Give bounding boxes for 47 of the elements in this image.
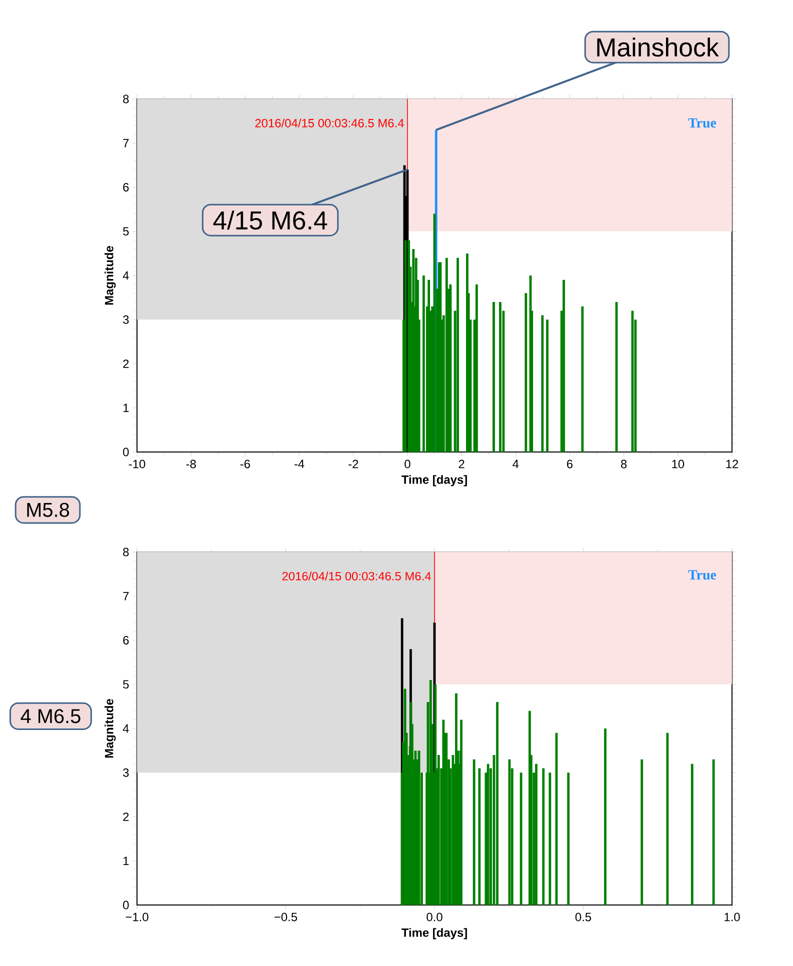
x-tick-label: 2	[458, 460, 464, 468]
x-tick-label: -8	[186, 460, 196, 468]
x-tick-label: 12	[726, 460, 738, 468]
x-tick-label: 4	[512, 460, 519, 468]
annotation: True	[688, 570, 716, 580]
annotation: 4/15 M6.4	[213, 210, 328, 230]
y-tick-label: 5	[123, 227, 129, 236]
x-tick-label: -4	[294, 460, 304, 468]
x-axis-title: Time [days]	[402, 475, 467, 486]
ref-line-label: 2016/04/15 00:03:46.5 M6.4	[282, 572, 431, 580]
y-axis-title: Magnitude	[104, 699, 116, 758]
annotation: True	[688, 118, 716, 128]
x-tick-label: -10	[128, 460, 146, 468]
y-tick-label: 8	[123, 548, 129, 556]
y-tick-label: 4	[122, 724, 129, 733]
y-tick-label: 3	[123, 768, 129, 777]
y-tick-label: 1	[123, 856, 129, 865]
x-tick-label: -2	[348, 460, 358, 468]
x-tick-label: 0.5	[575, 912, 592, 922]
y-tick-label: 1	[123, 404, 129, 412]
x-tick-label: -6	[240, 460, 250, 468]
y-tick-label: 2	[123, 812, 129, 821]
x-tick-label: 0.0	[426, 912, 442, 922]
annotation: Mainshock	[597, 38, 719, 57]
y-tick-label: 5	[123, 680, 129, 689]
x-tick-label: 10	[672, 460, 684, 468]
x-tick-label: 8	[621, 460, 627, 468]
text: 4 M6.5	[20, 709, 80, 724]
x-tick-label: 0	[404, 460, 410, 468]
y-tick-label: 4	[122, 271, 129, 280]
y-tick-label: 8	[123, 94, 129, 104]
y-tick-label: 6	[123, 636, 129, 644]
y-tick-label: 6	[123, 183, 129, 192]
y-tick-label: 3	[123, 315, 129, 324]
y-axis-title: Magnitude	[104, 246, 116, 305]
x-tick-label: 1.0	[724, 912, 740, 922]
x-axis-title: Time [days]	[402, 928, 467, 940]
x-tick-label: −1.0	[126, 912, 148, 922]
x-tick-label: −0.5	[274, 912, 298, 922]
text: M5.8	[27, 502, 70, 517]
y-tick-label: 7	[123, 592, 129, 600]
ref-line-label: 2016/04/15 00:03:46.5 M6.4	[255, 118, 404, 128]
y-tick-label: 0	[123, 900, 129, 910]
x-tick-label: 6	[567, 460, 573, 468]
y-tick-label: 0	[123, 448, 129, 456]
y-tick-label: 7	[123, 139, 129, 148]
y-tick-label: 2	[123, 360, 129, 368]
